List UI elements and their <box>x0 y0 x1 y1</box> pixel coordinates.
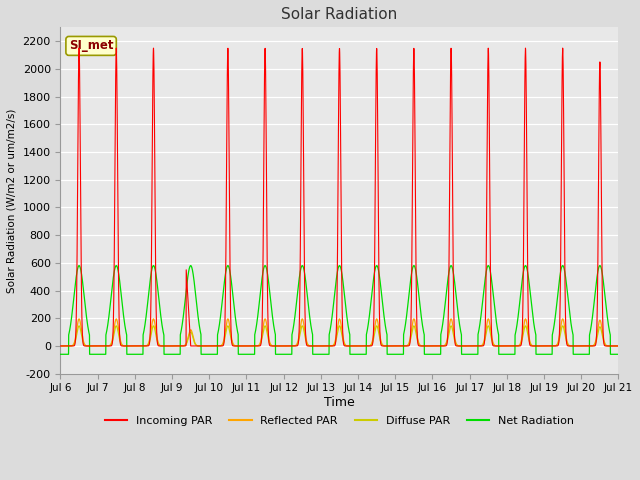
Legend: Incoming PAR, Reflected PAR, Diffuse PAR, Net Radiation: Incoming PAR, Reflected PAR, Diffuse PAR… <box>100 411 578 431</box>
Title: Solar Radiation: Solar Radiation <box>282 7 397 22</box>
Text: SI_met: SI_met <box>69 39 113 52</box>
Y-axis label: Solar Radiation (W/m2 or um/m2/s): Solar Radiation (W/m2 or um/m2/s) <box>7 108 17 293</box>
X-axis label: Time: Time <box>324 396 355 409</box>
